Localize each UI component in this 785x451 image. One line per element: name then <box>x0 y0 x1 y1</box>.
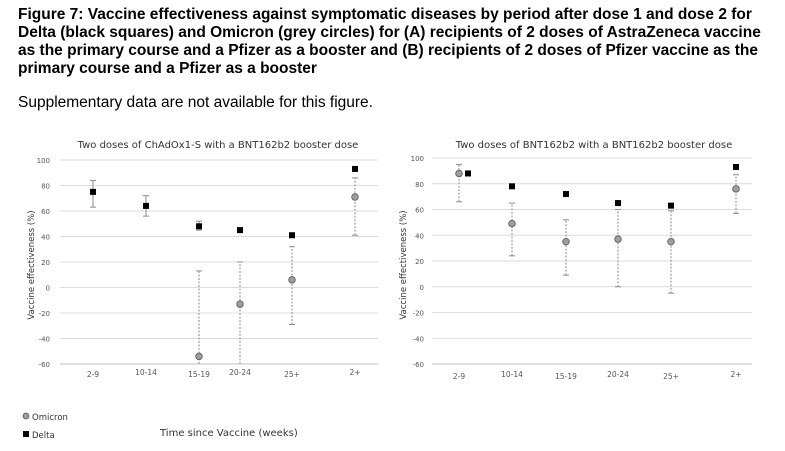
panel-a-xtick-label: 15-19 <box>188 370 210 379</box>
panel-b-omicron-point <box>667 237 675 246</box>
panel-b-omicron-point <box>562 237 570 246</box>
legend-delta-marker <box>23 431 29 437</box>
panel-a-delta-point <box>237 227 243 234</box>
legend-delta-label: Delta <box>32 431 55 441</box>
panel-a-xtick-label: 2+ <box>349 368 360 377</box>
panel-b-ytick-label: 20 <box>415 258 424 266</box>
panel-b-title: Two doses of BNT162b2 with a BNT162b2 bo… <box>455 140 733 151</box>
legend-omicron-label: Omicron <box>32 413 68 423</box>
panel-b-xtick-label: 10-14 <box>501 370 523 379</box>
panel-a-ytick-label: 80 <box>41 183 50 191</box>
panel-b-ytick-label: 40 <box>415 232 424 240</box>
panel-a-xtick-label: 2-9 <box>87 370 99 379</box>
panel-a: Two doses of ChAdOx1-S with a BNT162b2 b… <box>27 140 378 379</box>
legend-delta: Delta <box>22 430 55 441</box>
panel-a-delta-point <box>289 232 295 239</box>
panel-a-ytick-label: 40 <box>41 234 50 242</box>
panel-b-xtick-label: 20-24 <box>607 370 629 379</box>
panel-a-xtick-label: 10-14 <box>135 368 157 377</box>
panel-a-ytick-label: -60 <box>39 361 50 369</box>
figure-subtitle: Supplementary data are not available for… <box>18 94 373 111</box>
legend-omicron: Omicron <box>22 412 68 423</box>
panel-b-delta-point <box>733 164 739 171</box>
panel-a-omicron-point <box>351 193 359 201</box>
panel-b-xtick-label: 25+ <box>663 372 679 381</box>
panel-b-delta-point <box>563 191 569 198</box>
figure-title: Figure 7: Vaccine effectiveness against … <box>18 6 761 77</box>
panel-b-omicron-point <box>732 185 740 193</box>
panel-a-xtick-label: 20-24 <box>229 368 251 377</box>
panel-b-ytick-label: -20 <box>413 310 424 318</box>
panel-a-ylabel: Vaccine effectiveness (%) <box>27 210 37 319</box>
panel-a-omicron-point <box>288 276 296 284</box>
panel-b-xtick-label: 2-9 <box>453 372 465 381</box>
panel-b-ytick-label: 60 <box>415 207 424 215</box>
panel-b-ytick-label: -60 <box>413 361 424 369</box>
panel-b-delta-point <box>668 202 674 209</box>
panel-a-omicron-point <box>195 352 203 361</box>
panel-a-xtick-label: 25+ <box>284 370 300 379</box>
panel-a-ytick-label: 0 <box>46 285 50 293</box>
panel-a-omicron-point <box>236 300 244 308</box>
panel-a-ytick-label: 60 <box>41 208 50 216</box>
shared-x-axis-label: Time since Vaccine (weeks) <box>160 428 298 439</box>
panel-b-ytick-label: 100 <box>411 155 424 163</box>
panel-a-ytick-label: -40 <box>39 336 50 344</box>
panel-b-delta-point <box>615 200 621 207</box>
panel-a-delta-point <box>196 223 202 230</box>
panel-b: Two doses of BNT162b2 with a BNT162b2 bo… <box>399 140 752 381</box>
panel-b-xtick-label: 2+ <box>730 370 741 379</box>
panel-a-ytick-label: 100 <box>37 157 50 165</box>
panel-b-ytick-label: 80 <box>415 181 424 189</box>
panel-a-delta-point <box>143 202 149 209</box>
legend-omicron-marker <box>22 412 30 420</box>
panel-b-omicron-point <box>614 235 622 243</box>
panel-b-ytick-label: 0 <box>420 284 424 292</box>
panel-b-xtick-label: 15-19 <box>555 372 577 381</box>
panel-a-ytick-label: -20 <box>39 310 50 318</box>
panel-b-delta-point <box>465 170 471 177</box>
panel-a-ytick-label: 20 <box>41 259 50 267</box>
panel-b-delta-point <box>509 183 515 190</box>
panel-a-delta-point <box>352 165 358 172</box>
panel-b-omicron-point <box>455 169 463 178</box>
panel-b-ytick-label: -40 <box>413 335 424 343</box>
panel-a-title: Two doses of ChAdOx1-S with a BNT162b2 b… <box>77 140 359 151</box>
panel-b-omicron-point <box>508 219 516 228</box>
panel-b-ylabel: Vaccine effectiveness (%) <box>399 210 409 319</box>
panel-a-delta-point <box>90 188 96 195</box>
